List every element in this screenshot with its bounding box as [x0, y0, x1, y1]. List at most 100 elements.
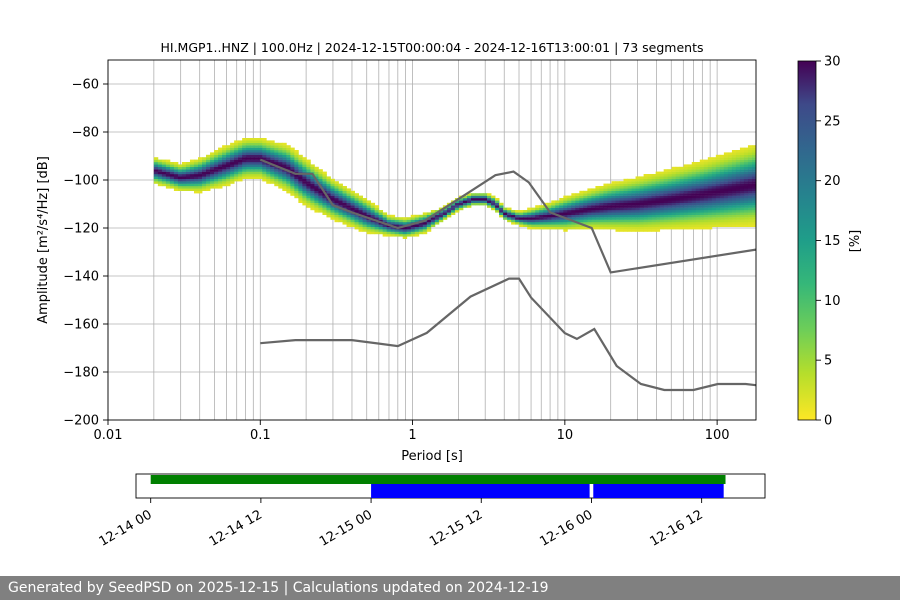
heatmap-cell — [571, 205, 576, 208]
heatmap-cell — [189, 178, 195, 182]
heatmap-cell — [663, 205, 669, 208]
heatmap-cell — [619, 200, 624, 203]
heatmap-cell — [623, 212, 628, 215]
heatmap-cell — [226, 154, 231, 158]
heatmap-cell — [258, 142, 263, 146]
heatmap-cell — [318, 171, 323, 175]
heatmap-cell — [374, 205, 380, 208]
heatmap-cell — [739, 188, 745, 191]
heatmap-cell — [731, 200, 737, 203]
heatmap-cell — [378, 219, 384, 223]
heatmap-cell — [169, 162, 175, 165]
heatmap-cell — [679, 190, 685, 194]
heatmap-cell — [615, 207, 620, 211]
heatmap-cell — [711, 181, 717, 184]
heatmap-cell — [723, 154, 729, 158]
heatmap-cell — [659, 226, 665, 230]
heatmap-cell — [487, 198, 492, 201]
footer-bar: Generated by SeedPSD on 2025-12-15 | Cal… — [0, 576, 900, 600]
heatmap-cell — [563, 212, 568, 215]
heatmap-cell — [743, 190, 749, 194]
heatmap-cell — [434, 214, 440, 218]
heatmap-cell — [719, 224, 725, 227]
heatmap-cell — [691, 183, 697, 187]
heatmap-cell — [595, 193, 600, 196]
heatmap-cell — [571, 226, 576, 230]
heatmap-cell — [643, 178, 649, 182]
heatmap-cell — [165, 183, 171, 187]
heatmap-cell — [559, 226, 564, 230]
heatmap-cell — [691, 205, 697, 208]
heatmap-cell — [667, 226, 673, 230]
heatmap-cell — [659, 186, 665, 189]
heatmap-cell — [631, 226, 636, 230]
heatmap-cell — [603, 200, 608, 203]
heatmap-cell — [334, 212, 339, 215]
heatmap-cell — [707, 207, 713, 211]
heatmap-cell — [611, 190, 616, 194]
heatmap-cell — [157, 162, 163, 165]
heatmap-cell — [318, 202, 323, 206]
heatmap-cell — [266, 176, 271, 179]
heatmap-cell — [587, 195, 592, 199]
heatmap-cell — [218, 166, 223, 170]
heatmap-cell — [743, 210, 749, 213]
heatmap-cell — [310, 207, 315, 211]
heatmap-cell — [611, 188, 616, 191]
heatmap-cell — [547, 219, 552, 223]
heatmap-cell — [527, 207, 532, 211]
heatmap-cell — [727, 200, 733, 203]
heatmap-cell — [346, 214, 351, 218]
heatmap-cell — [615, 188, 620, 191]
heatmap-cell — [314, 195, 319, 199]
heatmap-cell — [330, 183, 335, 187]
heatmap-cell — [314, 210, 319, 213]
heatmap-cell — [262, 176, 267, 179]
heatmap-cell — [575, 226, 580, 230]
heatmap-cell — [414, 224, 420, 227]
heatmap-cell — [274, 169, 279, 172]
heatmap-cell — [747, 159, 753, 163]
heatmap-cell — [703, 205, 709, 208]
heatmap-cell — [298, 162, 303, 165]
heatmap-cell — [262, 154, 267, 158]
heatmap-cell — [599, 198, 604, 201]
heatmap-cell — [298, 200, 303, 203]
heatmap-cell — [535, 212, 540, 215]
heatmap-cell — [691, 226, 697, 230]
heatmap-cell — [707, 214, 713, 218]
heatmap-cell — [719, 166, 725, 170]
heatmap-cell — [667, 210, 673, 213]
heatmap-cell — [683, 222, 689, 225]
heatmap-cell — [511, 210, 516, 213]
heatmap-cell — [691, 169, 697, 172]
heatmap-cell — [346, 224, 351, 227]
heatmap-cell — [370, 205, 376, 208]
heatmap-cell — [671, 193, 677, 196]
heatmap-cell — [607, 193, 612, 196]
heatmap-cell — [322, 183, 327, 187]
heatmap-cell — [438, 219, 444, 223]
heatmap-cell — [202, 176, 207, 179]
heatmap-cell — [587, 219, 592, 223]
heatmap-cell — [719, 198, 725, 201]
heatmap-cell — [679, 210, 685, 213]
heatmap-cell — [707, 162, 713, 165]
heatmap-cell — [571, 193, 576, 196]
heatmap-cell — [691, 212, 697, 215]
heatmap-cell — [579, 195, 584, 199]
heatmap-cell — [414, 219, 420, 223]
heatmap-cell — [499, 210, 504, 213]
heatmap-cell — [270, 140, 275, 143]
heatmap-cell — [715, 224, 721, 227]
heatmap-cell — [306, 186, 311, 189]
heatmap-cell — [266, 181, 271, 184]
heatmap-cell — [238, 154, 243, 158]
heatmap-cell — [246, 169, 251, 172]
heatmap-cell — [743, 152, 749, 155]
heatmap-cell — [282, 181, 287, 184]
heatmap-cell — [210, 171, 215, 175]
heatmap-cell — [230, 159, 235, 163]
heatmap-cell — [458, 202, 464, 206]
heatmap-cell — [735, 166, 741, 170]
